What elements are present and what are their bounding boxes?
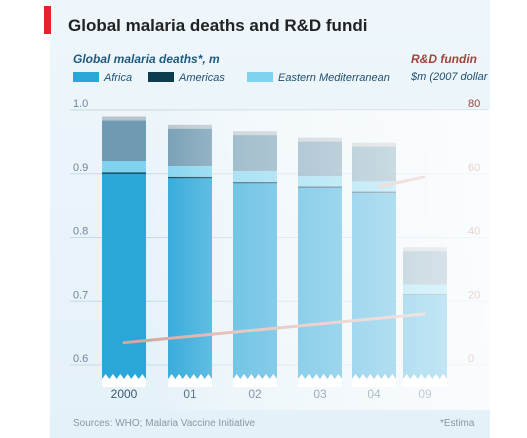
- bar-cap: [102, 116, 146, 121]
- left-axis-title: Global malaria deaths*, m: [73, 52, 220, 66]
- chart-title: Global malaria deaths and R&D fundi: [68, 16, 367, 35]
- legend-label: Eastern Mediterranean: [278, 72, 390, 84]
- y-left-tick: 0.6: [73, 353, 88, 365]
- right-axis-subtitle: $m (2007 dollar: [410, 71, 489, 83]
- y-left-tick: 0.8: [73, 226, 88, 238]
- bar-africa: [102, 173, 146, 383]
- x-tick: 2000: [111, 387, 138, 401]
- y-right-tick: 80: [468, 98, 480, 110]
- legend-label: Africa: [103, 72, 132, 84]
- legend-swatch: [73, 72, 99, 82]
- left-axis-ticks: 1.0 0.9 0.8 0.7 0.6: [73, 98, 88, 365]
- right-axis-title: R&D fundin: [411, 52, 477, 66]
- accent-bar: [44, 6, 51, 34]
- y-left-tick: 0.9: [73, 162, 88, 174]
- legend-label: Americas: [178, 72, 225, 84]
- footnote: *Estima: [440, 418, 475, 429]
- y-left-tick: 0.7: [73, 289, 88, 301]
- bar-break: [102, 374, 146, 387]
- y-left-tick: 1.0: [73, 98, 88, 110]
- bar-eastern-med: [102, 161, 146, 173]
- fade-overlay: [150, 110, 490, 410]
- legend-swatch: [247, 72, 273, 82]
- legend-swatch: [148, 72, 174, 82]
- source-note: Sources: WHO; Malaria Vaccine Initiative: [73, 418, 256, 429]
- bar-other: [102, 119, 146, 161]
- bar-americas: [102, 172, 146, 174]
- legend: Africa Americas Eastern Mediterranean: [73, 72, 390, 84]
